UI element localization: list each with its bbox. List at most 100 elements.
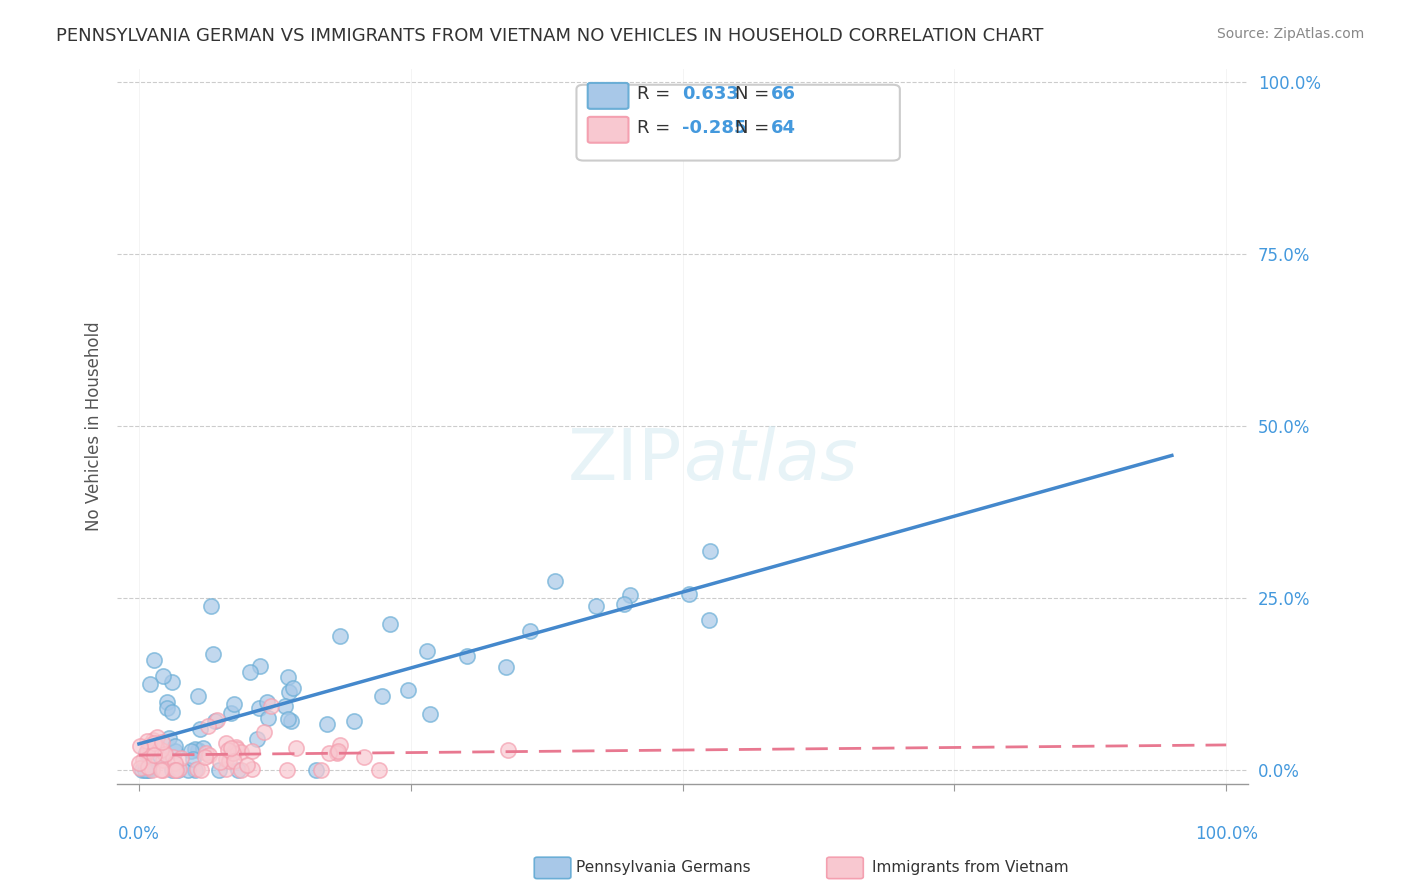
Point bbox=[316, 716, 339, 731]
Point bbox=[416, 644, 439, 658]
Point bbox=[162, 763, 184, 777]
Point bbox=[231, 763, 253, 777]
Point bbox=[134, 763, 156, 777]
Point bbox=[170, 751, 193, 765]
Point bbox=[155, 700, 177, 714]
Point bbox=[145, 738, 167, 752]
Point bbox=[284, 740, 307, 755]
Point bbox=[136, 760, 159, 774]
Text: 66: 66 bbox=[770, 85, 796, 103]
Point bbox=[585, 599, 607, 613]
Point bbox=[222, 754, 245, 768]
Point bbox=[143, 736, 166, 750]
Point bbox=[152, 753, 174, 767]
Point bbox=[419, 707, 441, 722]
Point bbox=[149, 749, 172, 764]
Point bbox=[222, 746, 245, 760]
Point bbox=[219, 741, 242, 756]
Point bbox=[128, 756, 150, 770]
Point bbox=[205, 713, 228, 727]
Point bbox=[283, 681, 305, 696]
Point bbox=[496, 742, 519, 756]
Point bbox=[187, 689, 209, 703]
Point bbox=[162, 749, 184, 764]
Point bbox=[177, 763, 200, 777]
Point bbox=[186, 762, 208, 776]
Point bbox=[128, 739, 150, 753]
Point bbox=[131, 753, 153, 767]
Point bbox=[145, 739, 167, 754]
Point bbox=[152, 668, 174, 682]
Text: N =: N = bbox=[735, 85, 775, 103]
Point bbox=[280, 714, 302, 728]
Point bbox=[619, 588, 641, 602]
Point bbox=[378, 617, 401, 632]
Point bbox=[678, 587, 700, 601]
Point bbox=[353, 750, 375, 764]
Point bbox=[184, 742, 207, 756]
Point bbox=[225, 739, 247, 754]
Point bbox=[202, 647, 225, 661]
Point bbox=[184, 763, 207, 777]
Point bbox=[160, 705, 183, 719]
Point bbox=[135, 763, 157, 777]
Point bbox=[194, 746, 217, 760]
Point bbox=[277, 670, 299, 684]
Point bbox=[129, 761, 152, 775]
Text: PENNSYLVANIA GERMAN VS IMMIGRANTS FROM VIETNAM NO VEHICLES IN HOUSEHOLD CORRELAT: PENNSYLVANIA GERMAN VS IMMIGRANTS FROM V… bbox=[56, 27, 1043, 45]
Point bbox=[276, 712, 298, 726]
Point bbox=[218, 754, 240, 768]
Point bbox=[165, 743, 187, 757]
Point bbox=[198, 748, 221, 763]
Point bbox=[259, 698, 281, 713]
Point bbox=[150, 743, 173, 757]
Point bbox=[326, 744, 349, 758]
Point bbox=[326, 745, 349, 759]
Point bbox=[167, 762, 190, 776]
Point bbox=[191, 741, 214, 756]
Point bbox=[277, 684, 299, 698]
Point bbox=[167, 763, 190, 777]
Point bbox=[519, 624, 541, 639]
Text: Source: ZipAtlas.com: Source: ZipAtlas.com bbox=[1216, 27, 1364, 41]
Text: Pennsylvania Germans: Pennsylvania Germans bbox=[576, 861, 751, 875]
Text: Immigrants from Vietnam: Immigrants from Vietnam bbox=[872, 861, 1069, 875]
Point bbox=[143, 748, 166, 763]
Point bbox=[165, 756, 187, 770]
Point bbox=[200, 599, 222, 613]
Text: 0.633: 0.633 bbox=[682, 85, 738, 103]
Point bbox=[544, 574, 567, 589]
Point bbox=[274, 699, 297, 714]
Point bbox=[160, 675, 183, 690]
Point bbox=[371, 689, 394, 703]
Point bbox=[187, 743, 209, 757]
Point bbox=[165, 763, 187, 777]
Point bbox=[613, 597, 636, 611]
Point bbox=[329, 629, 352, 643]
Point bbox=[131, 763, 153, 777]
Point bbox=[226, 742, 249, 756]
Point bbox=[197, 718, 219, 732]
Point bbox=[215, 752, 238, 766]
Point bbox=[249, 659, 271, 673]
Y-axis label: No Vehicles in Household: No Vehicles in Household bbox=[86, 321, 103, 531]
Point bbox=[240, 744, 263, 758]
Point bbox=[152, 734, 174, 748]
Text: R =: R = bbox=[637, 85, 676, 103]
Point bbox=[181, 752, 204, 766]
Point bbox=[246, 732, 269, 747]
Point bbox=[219, 706, 242, 720]
Point bbox=[180, 744, 202, 758]
Point bbox=[136, 746, 159, 760]
Point bbox=[193, 749, 215, 764]
Point bbox=[141, 763, 163, 777]
Point bbox=[256, 695, 278, 709]
Point bbox=[226, 763, 249, 777]
Text: 0.0%: 0.0% bbox=[118, 825, 160, 843]
Point bbox=[318, 746, 340, 760]
Text: 64: 64 bbox=[770, 119, 796, 136]
Point bbox=[135, 733, 157, 747]
Text: -0.285: -0.285 bbox=[682, 119, 747, 136]
Text: N =: N = bbox=[735, 119, 775, 136]
Point bbox=[208, 763, 231, 777]
